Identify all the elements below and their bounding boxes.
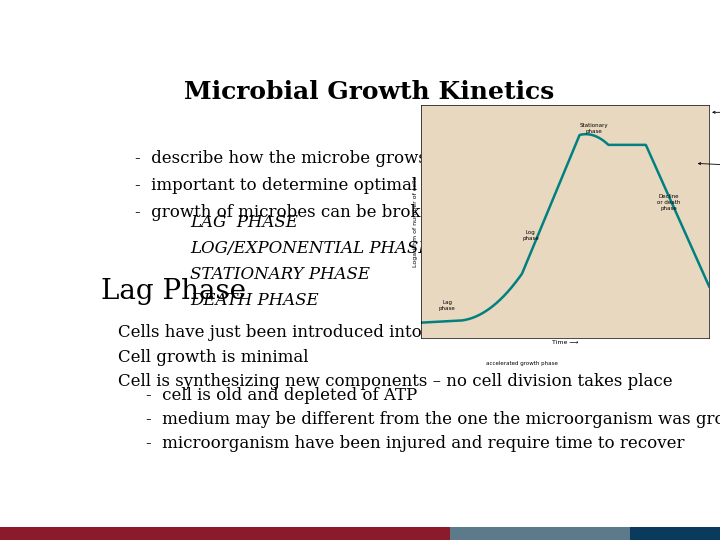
Text: Lag Phase: Lag Phase xyxy=(101,278,246,305)
Text: -  microorganism have been injured and require time to recover: - microorganism have been injured and re… xyxy=(145,435,684,452)
Text: LOG/EXPONENTIAL PHASE: LOG/EXPONENTIAL PHASE xyxy=(190,240,431,257)
Text: Cell is synthesizing new components – no cell division takes place: Cell is synthesizing new components – no… xyxy=(118,373,672,390)
Text: Stationary
phase: Stationary phase xyxy=(580,123,608,134)
Text: Log
phase: Log phase xyxy=(522,230,539,241)
X-axis label: Time ⟶: Time ⟶ xyxy=(552,340,578,345)
Text: STATIONARY PHASE: STATIONARY PHASE xyxy=(190,266,371,283)
Y-axis label: Logarithm of number of cells: Logarithm of number of cells xyxy=(413,176,418,267)
Text: LAG  PHASE: LAG PHASE xyxy=(190,214,298,231)
Text: -  medium may be different from the one the microorganism was growing: - medium may be different from the one t… xyxy=(145,411,720,428)
Text: Decline
or death
phase: Decline or death phase xyxy=(657,194,680,211)
Text: decelerated
growth phase: decelerated growth phase xyxy=(698,160,720,171)
Text: -  cell is old and depleted of ATP: - cell is old and depleted of ATP xyxy=(145,387,417,404)
Text: accelerated
death phase: accelerated death phase xyxy=(713,107,720,118)
Text: Cell growth is minimal: Cell growth is minimal xyxy=(118,349,308,366)
Text: -  growth of microbes can be broken down into 4 stages;: - growth of microbes can be broken down … xyxy=(135,204,610,221)
Text: Microbial Growth Kinetics: Microbial Growth Kinetics xyxy=(184,80,554,104)
Text: -  describe how the microbe grows in the fermenter: - describe how the microbe grows in the … xyxy=(135,150,570,167)
Text: DEATH PHASE: DEATH PHASE xyxy=(190,292,319,309)
Text: Lag
phase: Lag phase xyxy=(438,300,456,310)
Text: -  important to determine optimal batch times: - important to determine optimal batch t… xyxy=(135,177,521,194)
Text: Cells have just been introduced into a new environment: Cells have just been introduced into a n… xyxy=(118,325,589,341)
Text: accelerated growth phase: accelerated growth phase xyxy=(486,361,558,366)
